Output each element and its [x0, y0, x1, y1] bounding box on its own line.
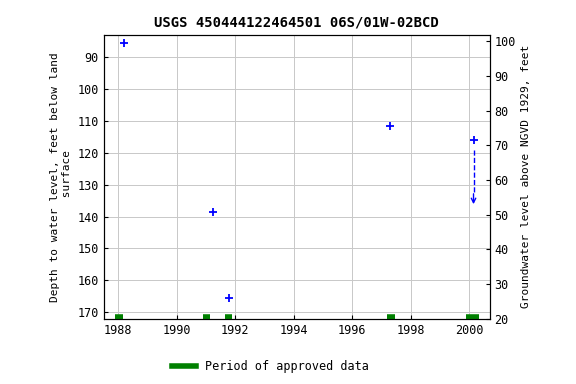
Y-axis label: Groundwater level above NGVD 1929, feet: Groundwater level above NGVD 1929, feet [521, 45, 532, 308]
Title: USGS 450444122464501 06S/01W-02BCD: USGS 450444122464501 06S/01W-02BCD [154, 15, 439, 29]
Legend: Period of approved data: Period of approved data [168, 356, 374, 378]
Y-axis label: Depth to water level, feet below land
 surface: Depth to water level, feet below land su… [50, 52, 72, 301]
